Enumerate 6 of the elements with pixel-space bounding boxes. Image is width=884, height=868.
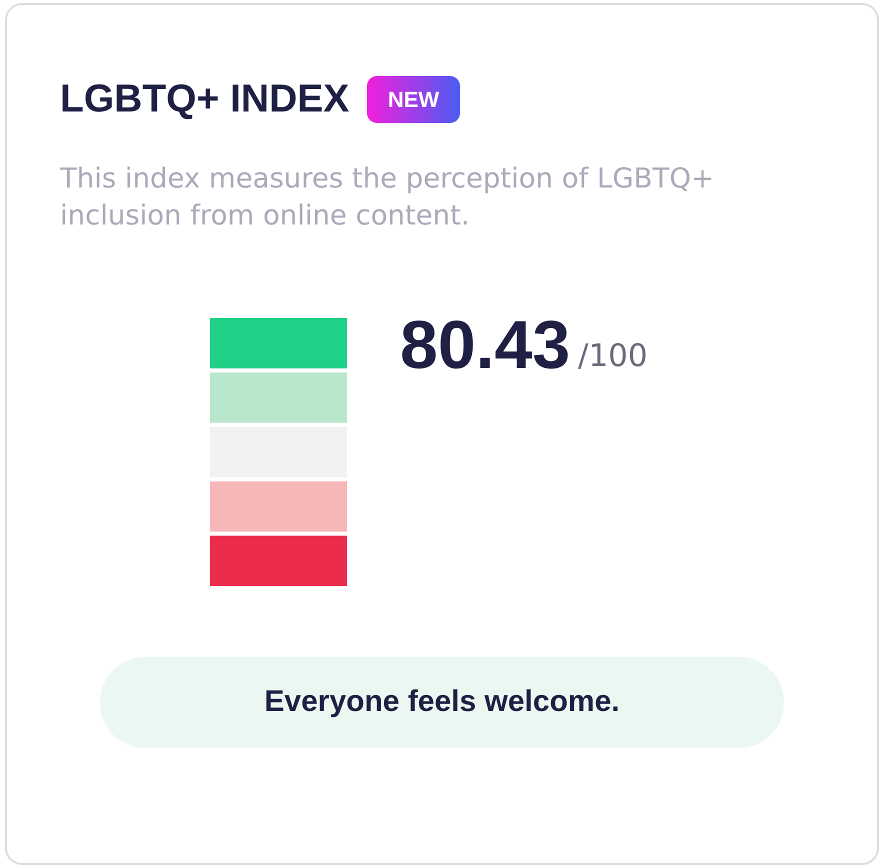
chart-title: LGBTQ+ INDEX <box>60 78 350 120</box>
text: NEW <box>388 87 440 112</box>
text: Everyone feels welcome. <box>264 685 620 718</box>
text: 80.43 <box>400 307 570 383</box>
chart-subtitle: This index measures the perception of LGBTQ+ inclusion from online content. <box>59 162 714 232</box>
text: /100 <box>578 338 648 374</box>
